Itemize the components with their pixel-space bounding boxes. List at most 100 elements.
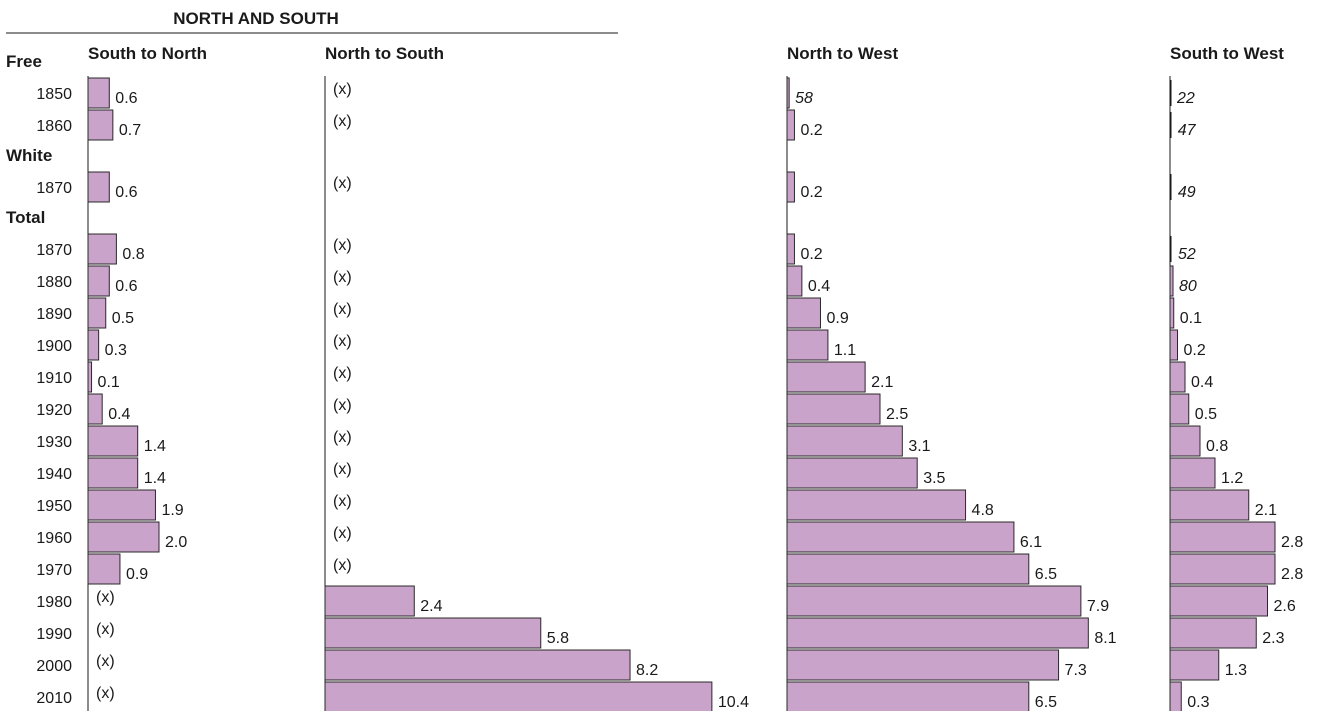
bar bbox=[1169, 393, 1190, 425]
data-label: (x) bbox=[96, 621, 115, 638]
year-label: 1930 bbox=[36, 434, 72, 451]
data-label: 1.9 bbox=[161, 502, 183, 519]
year-label: 1850 bbox=[36, 86, 72, 103]
bar bbox=[324, 649, 631, 681]
bar bbox=[87, 233, 117, 265]
data-label: 2.1 bbox=[871, 374, 893, 391]
data-label: 0.8 bbox=[122, 246, 144, 263]
row-labels: Free 1850 1860 White 1870 Total 1870 1880 1890 19… bbox=[6, 52, 72, 707]
bar bbox=[786, 489, 967, 521]
data-label: 0.4 bbox=[1191, 374, 1213, 391]
value-labels: 0.6 0.7 0.6 0.8 0.6 0.5 0.3 0.1 0.4 1.4 1.4 1.9 2.0 0… bbox=[96, 81, 1303, 711]
group-label: White bbox=[6, 146, 52, 165]
year-label: 1870 bbox=[36, 242, 72, 259]
group-label: Free bbox=[6, 52, 42, 71]
bar bbox=[1169, 425, 1201, 457]
data-label: 0.5 bbox=[1195, 406, 1217, 423]
data-label: 52 bbox=[1178, 246, 1196, 263]
data-label: 22 bbox=[1176, 90, 1195, 107]
data-label: (x) bbox=[96, 589, 115, 606]
data-label: (x) bbox=[333, 557, 352, 574]
year-label: 1910 bbox=[36, 370, 72, 387]
bar bbox=[786, 553, 1030, 585]
chart-title: NORTH AND SOUTH bbox=[173, 9, 339, 28]
data-label: (x) bbox=[333, 333, 352, 350]
data-label: 6.5 bbox=[1035, 694, 1057, 711]
data-label: 49 bbox=[1178, 184, 1196, 201]
bar bbox=[786, 585, 1082, 617]
year-label: 1890 bbox=[36, 306, 72, 323]
data-label: (x) bbox=[333, 429, 352, 446]
data-label: (x) bbox=[96, 685, 115, 702]
data-label: 3.5 bbox=[923, 470, 945, 487]
data-label: (x) bbox=[333, 237, 352, 254]
data-label: 0.8 bbox=[1206, 438, 1228, 455]
data-label: 2.3 bbox=[1262, 630, 1284, 647]
bar bbox=[786, 649, 1060, 681]
year-label: 1970 bbox=[36, 562, 72, 579]
data-label: (x) bbox=[333, 113, 352, 130]
bar bbox=[786, 233, 795, 265]
bar bbox=[87, 553, 121, 585]
data-label: 0.5 bbox=[112, 310, 134, 327]
data-label: 0.2 bbox=[800, 246, 822, 263]
data-label: 0.3 bbox=[1187, 694, 1209, 711]
year-label: 1870 bbox=[36, 180, 72, 197]
bar bbox=[324, 585, 415, 617]
data-label: 0.6 bbox=[115, 278, 137, 295]
year-label: 1900 bbox=[36, 338, 72, 355]
bar bbox=[87, 77, 110, 109]
series-header-north-to-south: North to South bbox=[325, 44, 444, 63]
data-label: 10.4 bbox=[718, 694, 749, 711]
data-label: 2.0 bbox=[165, 534, 187, 551]
data-label: 1.3 bbox=[1225, 662, 1247, 679]
bar bbox=[87, 265, 110, 297]
bar bbox=[1169, 457, 1216, 489]
bar bbox=[87, 361, 93, 393]
bar bbox=[1169, 585, 1268, 617]
bar bbox=[87, 329, 100, 361]
bar bbox=[786, 457, 918, 489]
data-label: 2.4 bbox=[420, 598, 442, 615]
bar bbox=[1169, 521, 1276, 553]
data-label: 4.8 bbox=[972, 502, 994, 519]
series-header-south-to-north: South to North bbox=[88, 44, 207, 63]
year-label: 1980 bbox=[36, 594, 72, 611]
data-label: 47 bbox=[1178, 122, 1197, 139]
bar bbox=[1169, 681, 1182, 711]
bar bbox=[1169, 361, 1186, 393]
data-label: (x) bbox=[333, 175, 352, 192]
year-label: 1920 bbox=[36, 402, 72, 419]
bar bbox=[87, 297, 107, 329]
data-label: 2.8 bbox=[1281, 566, 1303, 583]
data-label: 1.4 bbox=[144, 438, 166, 455]
data-label: 6.1 bbox=[1020, 534, 1042, 551]
bar bbox=[324, 617, 542, 649]
bar bbox=[786, 77, 790, 109]
data-label: 0.3 bbox=[105, 342, 127, 359]
data-label: (x) bbox=[333, 493, 352, 510]
bar bbox=[786, 393, 881, 425]
data-label: 80 bbox=[1179, 278, 1197, 295]
year-label: 2010 bbox=[36, 690, 72, 707]
series-header-north-to-west: North to West bbox=[787, 44, 898, 63]
data-label: 0.1 bbox=[98, 374, 120, 391]
bar bbox=[1169, 265, 1174, 297]
data-label: 0.2 bbox=[1184, 342, 1206, 359]
bar bbox=[324, 681, 713, 711]
data-label: 0.2 bbox=[800, 122, 822, 139]
bar bbox=[786, 521, 1015, 553]
data-label: (x) bbox=[333, 525, 352, 542]
year-label: 1860 bbox=[36, 118, 72, 135]
bar bbox=[1169, 553, 1276, 585]
data-label: 0.7 bbox=[119, 122, 141, 139]
bar bbox=[87, 457, 139, 489]
data-label: 58 bbox=[795, 90, 813, 107]
data-label: 1.4 bbox=[144, 470, 166, 487]
data-label: 0.6 bbox=[115, 184, 137, 201]
bar bbox=[1169, 649, 1220, 681]
bar bbox=[786, 361, 866, 393]
bar bbox=[1169, 489, 1250, 521]
data-label: (x) bbox=[333, 461, 352, 478]
